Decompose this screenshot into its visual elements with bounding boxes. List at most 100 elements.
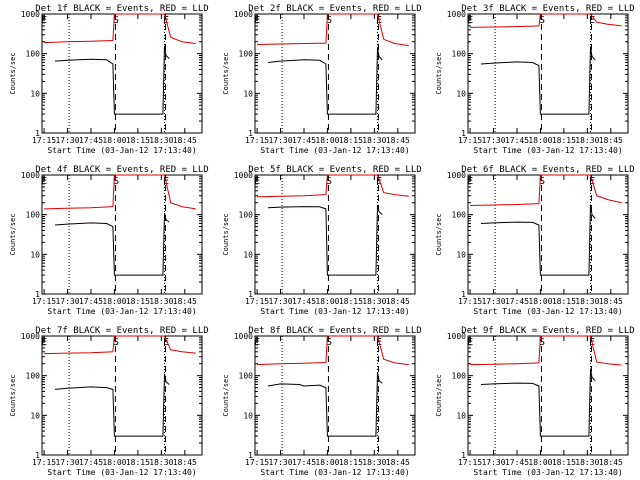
x-tick-label: 18:45: [173, 458, 197, 467]
chart-title: Det 5f BLACK = Events, RED = LLD: [248, 165, 421, 175]
x-tick-label: 18:00: [102, 297, 126, 306]
x-axis-label: Start Time (03-Jan-12 17:13:40): [260, 468, 409, 477]
x-tick-label: 17:45: [79, 136, 103, 145]
y-tick-label: 1: [248, 129, 253, 138]
series-lld-line: [257, 13, 409, 47]
y-tick-label: 10: [30, 250, 40, 259]
y-axis-label: Counts/sec: [9, 213, 17, 255]
x-tick-label: 18:00: [528, 297, 552, 306]
x-axis-label: Start Time (03-Jan-12 17:13:40): [47, 468, 196, 477]
x-tick-label: 18:00: [315, 297, 339, 306]
y-axis-label: Counts/sec: [435, 213, 443, 255]
x-tick-label: 17:15: [458, 458, 482, 467]
x-tick-label: 18:45: [173, 136, 197, 145]
y-tick-label: 1: [35, 290, 40, 299]
x-tick-label: 18:15: [126, 458, 150, 467]
marker-label: E: [41, 176, 47, 187]
chart-title: Det 8f BLACK = Events, RED = LLD: [248, 326, 421, 336]
plot-frame: [467, 13, 629, 134]
plot-frame: [41, 13, 203, 134]
x-tick-label: 17:15: [32, 458, 56, 467]
marker-label: S: [113, 337, 119, 348]
y-tick-label: 100: [452, 372, 467, 381]
y-tick-label: 1000: [21, 332, 40, 341]
x-axis-label: Start Time (03-Jan-12 17:13:40): [47, 146, 196, 155]
x-tick-label: 18:15: [339, 136, 363, 145]
marker-label: S: [539, 176, 545, 187]
series-lld-line: [470, 13, 622, 28]
x-tick-label: 17:15: [458, 136, 482, 145]
x-axis-label: Start Time (03-Jan-12 17:13:40): [260, 307, 409, 316]
x-tick-label: 18:15: [339, 297, 363, 306]
x-tick-label: 18:15: [126, 136, 150, 145]
x-tick-label: 18:30: [149, 136, 173, 145]
y-tick-label: 100: [239, 372, 254, 381]
y-tick-label: 100: [239, 50, 254, 59]
y-tick-label: 100: [26, 211, 41, 220]
series-events-line: [480, 46, 596, 115]
y-tick-label: 1000: [447, 10, 466, 19]
marker-label: E: [467, 15, 473, 26]
marker-label: S: [539, 15, 545, 26]
series-events-line: [267, 47, 383, 115]
chart-title: Det 1f BLACK = Events, RED = LLD: [35, 4, 208, 14]
x-tick-label: 17:30: [481, 297, 505, 306]
x-tick-label: 17:30: [268, 136, 292, 145]
x-tick-label: 17:15: [245, 297, 269, 306]
marker-label: S: [326, 337, 332, 348]
marker-label: E: [467, 337, 473, 348]
chart-title: Det 4f BLACK = Events, RED = LLD: [35, 165, 208, 175]
x-tick-label: 18:00: [315, 458, 339, 467]
x-tick-label: 18:00: [528, 458, 552, 467]
x-tick-label: 17:30: [55, 136, 79, 145]
plot-frame: [41, 335, 203, 456]
x-tick-label: 17:30: [481, 458, 505, 467]
marker-label: E: [467, 176, 473, 187]
x-axis-label: Start Time (03-Jan-12 17:13:40): [473, 146, 622, 155]
plot-frame: [254, 335, 416, 456]
chart-title: Det 9f BLACK = Events, RED = LLD: [461, 326, 634, 336]
y-tick-label: 10: [456, 411, 466, 420]
x-tick-label: 18:30: [149, 458, 173, 467]
plot-frame: [254, 174, 416, 295]
series-events-line: [54, 212, 170, 276]
x-tick-label: 18:30: [362, 458, 386, 467]
marker-label: S: [113, 176, 119, 187]
marker-label: E: [163, 337, 169, 348]
marker-label: E: [254, 176, 260, 187]
y-tick-label: 1000: [234, 171, 253, 180]
y-tick-label: 1000: [447, 171, 466, 180]
series-events-line: [267, 205, 383, 276]
chart-title: Det 7f BLACK = Events, RED = LLD: [35, 326, 208, 336]
chart-title: Det 2f BLACK = Events, RED = LLD: [248, 4, 421, 14]
x-tick-label: 17:45: [505, 136, 529, 145]
x-tick-label: 18:30: [362, 297, 386, 306]
x-tick-label: 18:15: [552, 297, 576, 306]
chart-title: Det 6f BLACK = Events, RED = LLD: [461, 165, 634, 175]
marker-label: E: [254, 15, 260, 26]
y-tick-label: 10: [243, 250, 253, 259]
x-tick-label: 18:30: [575, 297, 599, 306]
x-tick-label: 18:45: [386, 297, 410, 306]
x-tick-label: 18:15: [552, 458, 576, 467]
plot-frame: [254, 13, 416, 134]
series-lld-line: [44, 335, 196, 355]
marker-label: S: [539, 337, 545, 348]
y-tick-label: 100: [239, 211, 254, 220]
plot-frame: [467, 174, 629, 295]
y-axis-label: Counts/sec: [9, 52, 17, 94]
y-tick-label: 100: [26, 50, 41, 59]
x-tick-label: 18:30: [362, 136, 386, 145]
x-tick-label: 17:45: [505, 297, 529, 306]
series-lld-line: [44, 13, 196, 44]
x-tick-label: 18:15: [552, 136, 576, 145]
plot-frame: [467, 335, 629, 456]
series-events-line: [480, 368, 596, 437]
x-tick-label: 17:45: [79, 458, 103, 467]
y-tick-label: 1: [248, 451, 253, 460]
x-tick-label: 18:30: [575, 458, 599, 467]
